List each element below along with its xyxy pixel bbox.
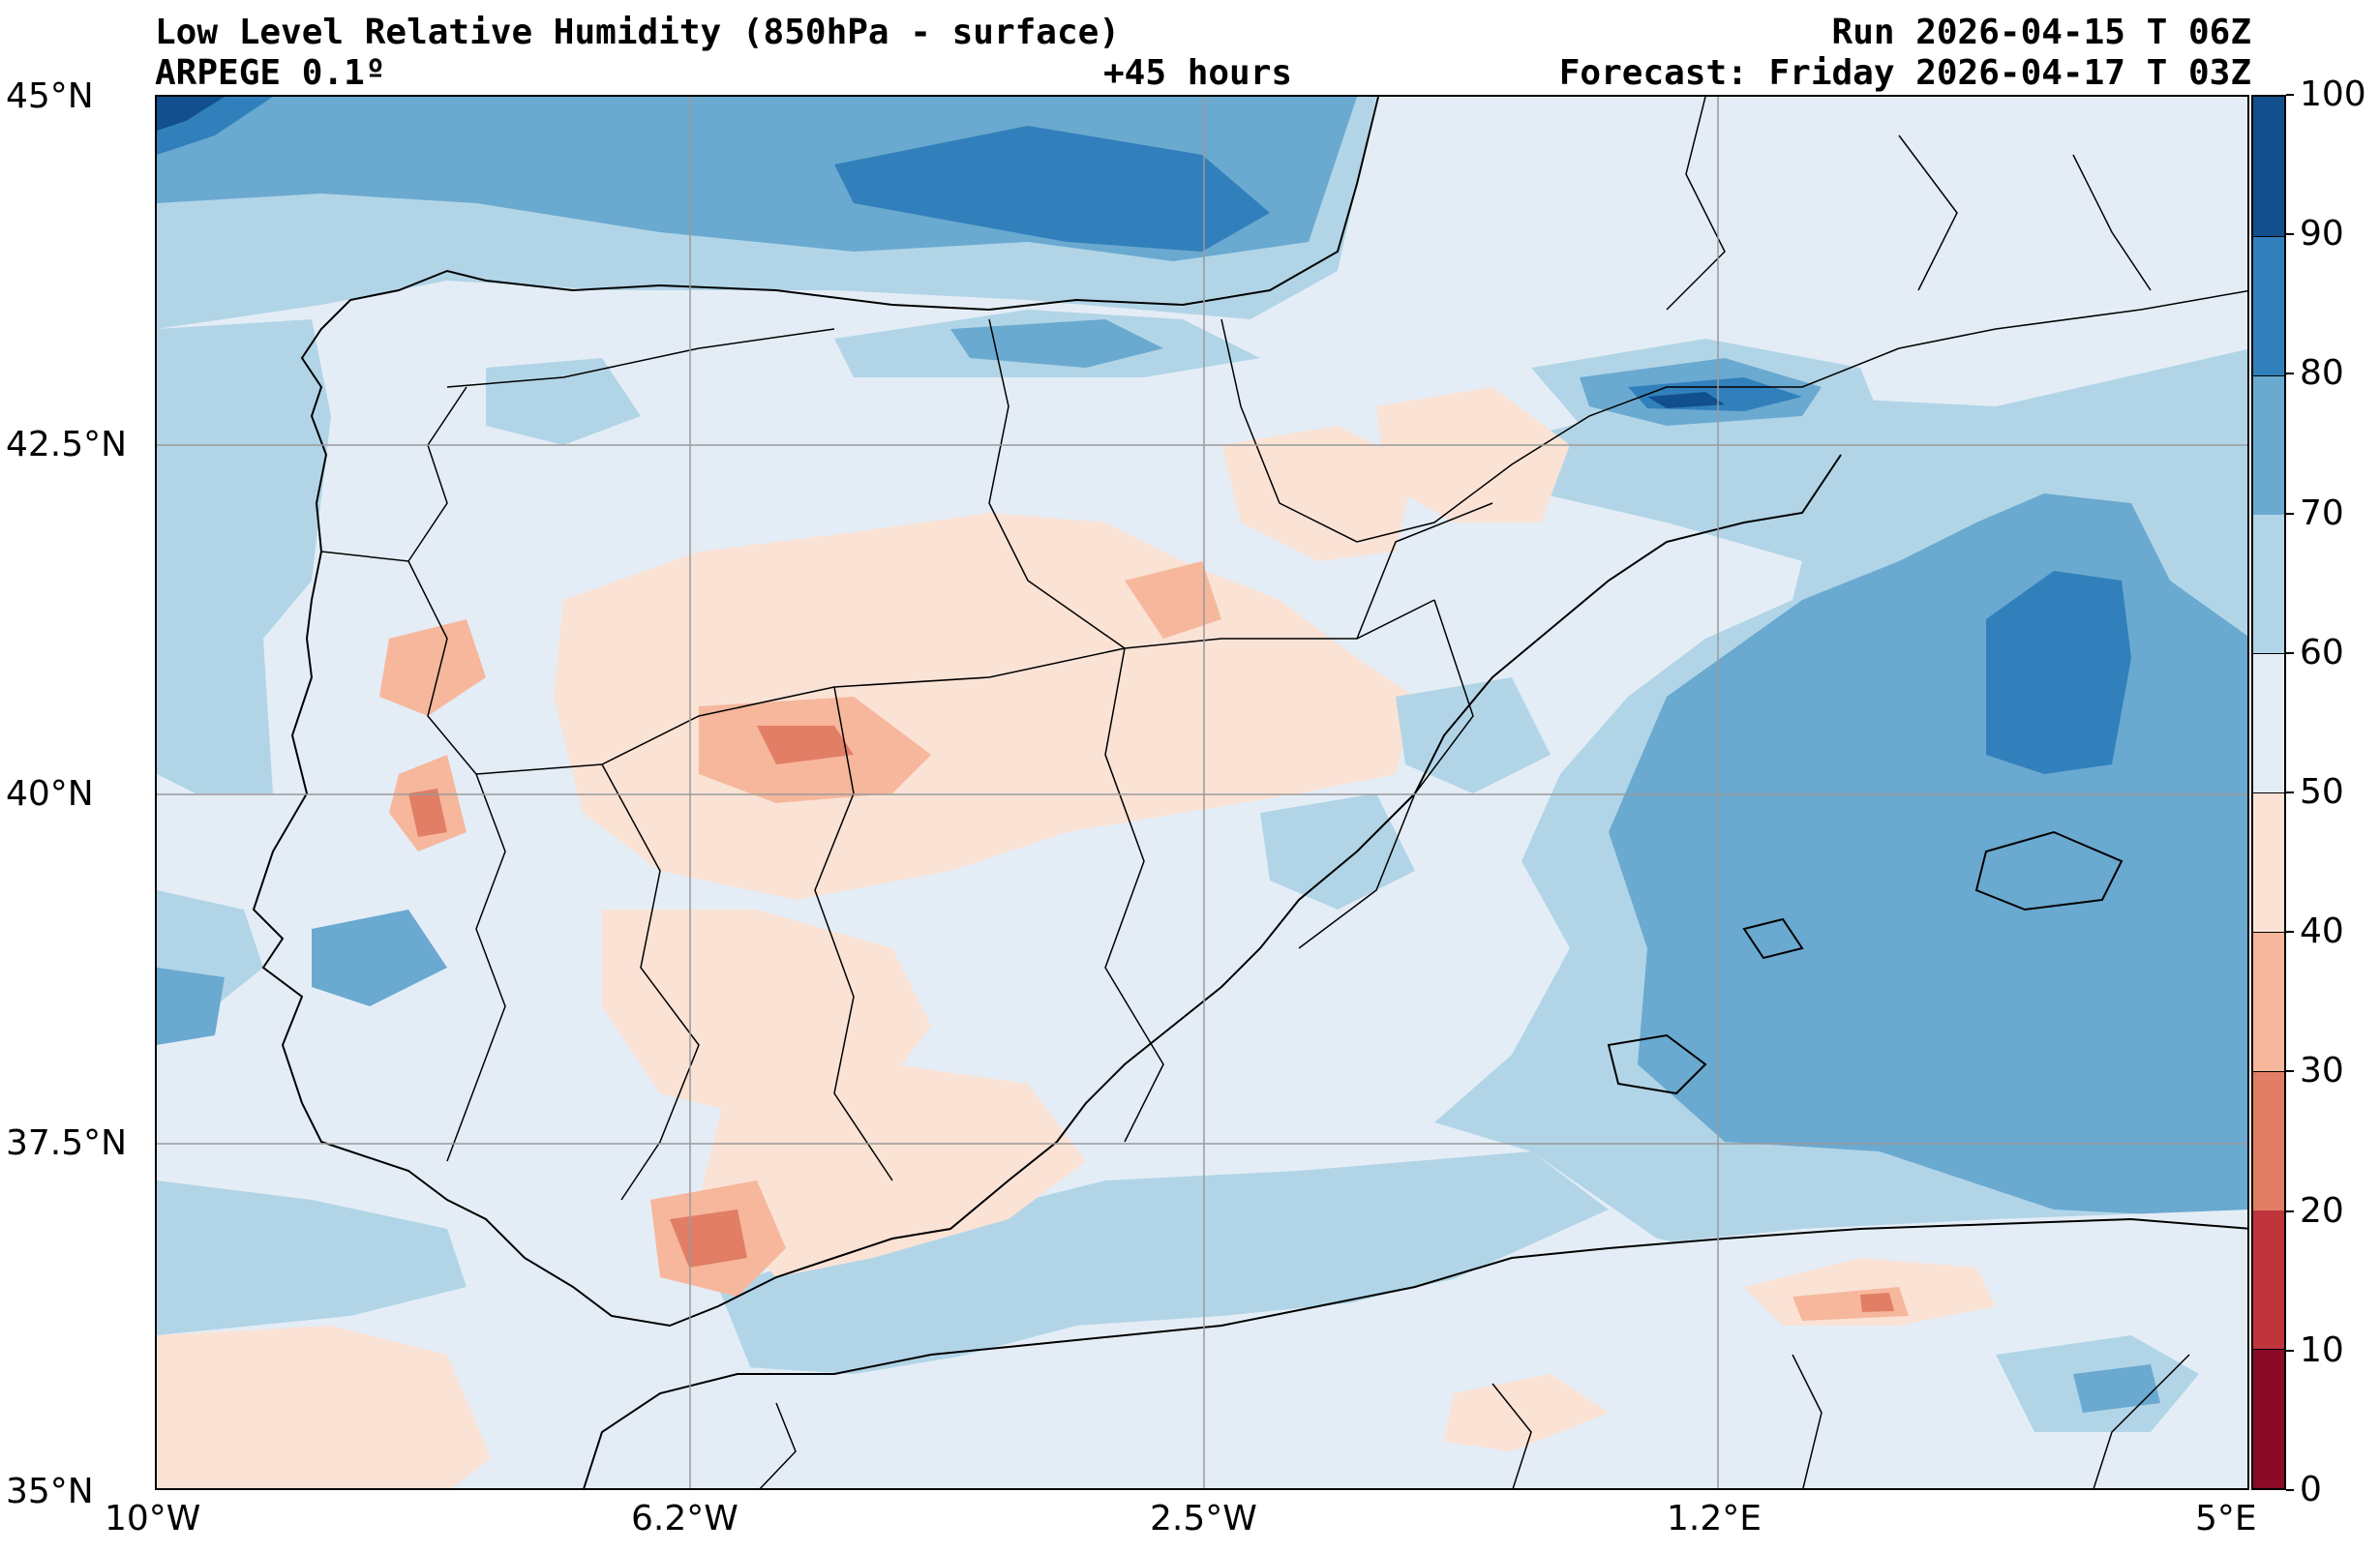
colorbar-tick-label: 30 xyxy=(2300,1051,2344,1091)
coastlines xyxy=(252,97,2247,1488)
tunisia-wet xyxy=(2073,1364,2160,1413)
ebro-peach xyxy=(1376,387,1570,523)
colorbar-tick-label: 50 xyxy=(2300,772,2344,812)
lat-label-35n: 35°N xyxy=(6,1472,94,1511)
colorbar-tick-label: 90 xyxy=(2300,214,2344,254)
colorbar-segment xyxy=(2253,653,2284,793)
run-label: Run 2026-04-15 T 06Z xyxy=(1831,13,2251,52)
colorbar-tick-label: 60 xyxy=(2300,632,2344,672)
tagus-red xyxy=(408,789,447,837)
humidity-map[interactable] xyxy=(155,95,2249,1490)
colorbar-tick xyxy=(2286,94,2294,96)
lon-label-2-5w: 2.5°W xyxy=(1150,1499,1257,1538)
colorbar-tick-label: 100 xyxy=(2300,75,2366,114)
forecast-time-label: Forecast: Friday 2026-04-17 T 03Z xyxy=(1558,53,2251,93)
colorbar-segment xyxy=(2253,1349,2284,1489)
soria-salmon xyxy=(1125,561,1221,639)
colorbar-tick xyxy=(2286,651,2294,654)
cadiz-moist xyxy=(157,1180,467,1335)
biscay-blue xyxy=(834,126,1270,252)
colorbar-segment xyxy=(2253,97,2284,236)
colorbar-tick xyxy=(2286,512,2294,515)
duero-peach xyxy=(1221,426,1415,561)
portugal-salmon xyxy=(379,619,486,716)
lat-label-45n: 45°N xyxy=(6,76,94,116)
colorbar-tick-label: 70 xyxy=(2300,493,2344,533)
morocco-atlantic-peach xyxy=(157,1326,504,1488)
alboran-moist xyxy=(718,1151,1609,1384)
colorbar-segment xyxy=(2253,514,2284,654)
galicia-moist xyxy=(486,358,641,445)
admin-borders xyxy=(320,97,2247,1488)
model-label: ARPEGE 0.1º xyxy=(155,53,386,93)
lead-time-label: +45 hours xyxy=(1103,53,1293,93)
colorbar-tick-label: 80 xyxy=(2300,353,2344,394)
teruel-moist xyxy=(1396,677,1551,793)
lat-label-37-5n: 37.5°N xyxy=(6,1123,128,1163)
colorbar-segment xyxy=(2253,931,2284,1071)
map-canvas xyxy=(157,97,2247,1488)
colorbar-tick xyxy=(2286,1070,2294,1073)
guadalquivir-red xyxy=(670,1210,747,1268)
colorbar-segment xyxy=(2253,792,2284,932)
andalusia-peach xyxy=(699,1045,1086,1277)
colorbar-tick-label: 0 xyxy=(2300,1470,2322,1509)
colorbar xyxy=(2251,95,2286,1490)
med-blue-core xyxy=(1986,571,2131,774)
algeria-peach-2 xyxy=(1444,1374,1609,1451)
lon-label-6-2w: 6.2°W xyxy=(631,1499,738,1538)
lat-label-40n: 40°N xyxy=(6,774,94,814)
nw-corner-navy xyxy=(157,97,225,131)
colorbar-tick xyxy=(2286,791,2294,793)
colorbar-tick xyxy=(2286,373,2294,375)
colorbar-tick xyxy=(2286,1489,2294,1491)
colorbar-segment xyxy=(2253,1210,2284,1350)
colorbar-tick-label: 10 xyxy=(2300,1329,2344,1370)
lon-label-1-2e: 1.2°E xyxy=(1667,1499,1762,1538)
graticule xyxy=(157,97,2247,1488)
colorbar-tick-label: 20 xyxy=(2300,1190,2344,1231)
colorbar-tick xyxy=(2286,233,2294,236)
cantabria-wet xyxy=(950,319,1163,368)
lon-label-5e: 5°E xyxy=(2195,1499,2257,1538)
map-title: Low Level Relative Humidity (850hPa - su… xyxy=(155,13,1120,52)
lat-label-42-5n: 42.5°N xyxy=(6,425,128,464)
cuenca-moist xyxy=(1260,793,1415,910)
colorbar-tick-label: 40 xyxy=(2300,911,2344,952)
algeria-red xyxy=(1860,1293,1894,1312)
colorbar-tick xyxy=(2286,931,2294,934)
gredos-red xyxy=(757,726,854,764)
atlantic-lisbon-wet xyxy=(157,968,225,1045)
colorbar-segment xyxy=(2253,1070,2284,1210)
colorbar-tick xyxy=(2286,1210,2294,1212)
colorbar-segment xyxy=(2253,374,2284,515)
pyrenees-navy xyxy=(1647,392,1725,408)
colorbar-segment xyxy=(2253,235,2284,375)
atlantic-west-moist xyxy=(157,319,331,793)
colorbar-tick xyxy=(2286,1349,2294,1352)
sado-wet xyxy=(312,910,447,1006)
lon-label-10w: 10°W xyxy=(105,1499,201,1538)
